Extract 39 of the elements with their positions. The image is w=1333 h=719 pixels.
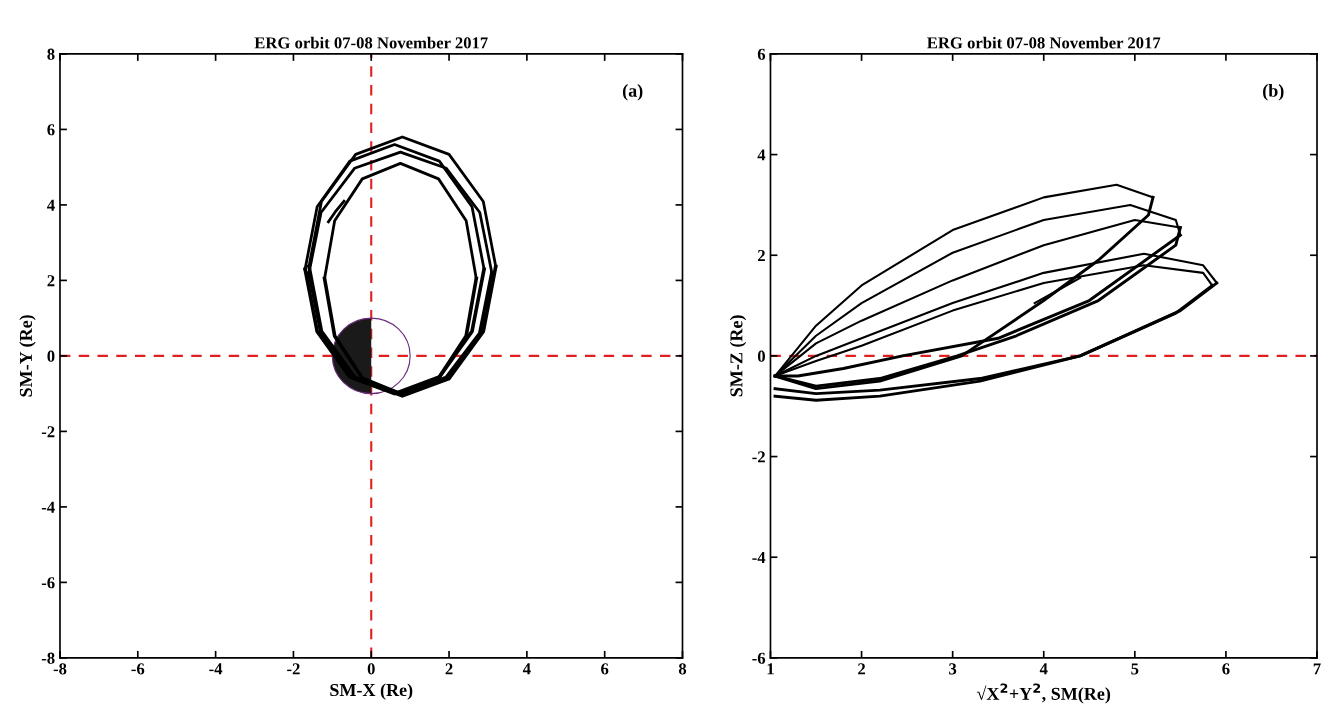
y-tick-label: 4 [47, 199, 55, 211]
y-tick-label: 6 [47, 124, 55, 136]
x-tick-label: 6 [1222, 663, 1230, 675]
y-tick-label: -6 [41, 577, 55, 589]
y-tick-label: 0 [47, 350, 55, 362]
y-tick-label: -4 [41, 501, 55, 513]
x-tick-label: -4 [209, 663, 223, 675]
chart-title: ERG orbit 07-08 November 2017 [254, 36, 488, 49]
x-tick-label: 1 [767, 663, 774, 675]
x-axis-title: SM-X (Re) [330, 683, 413, 700]
x-tick-label: 4 [1039, 663, 1048, 675]
x-tick-label: 4 [522, 663, 531, 675]
y-tick-label: 8 [47, 48, 55, 60]
y-tick-label: 2 [47, 275, 55, 287]
x-tick-label: 3 [949, 663, 957, 675]
x-tick-label: -2 [287, 663, 300, 675]
y-axis-title: SM-Z (Re) [729, 315, 747, 397]
y-tick-label: 2 [757, 249, 765, 262]
x-tick-label: 0 [367, 663, 375, 675]
annotation: (a) [622, 84, 643, 101]
x-axis-title: √X$^{2}$+Y$^{2}$, SM(Re) [976, 683, 1111, 704]
annotation: (b) [1263, 84, 1284, 101]
y-tick-label: 0 [757, 350, 765, 362]
y-tick-label: -6 [752, 652, 766, 664]
chart-title: ERG orbit 07-08 November 2017 [927, 36, 1161, 49]
x-tick-label: 5 [1131, 663, 1139, 675]
x-tick-label: 2 [858, 663, 866, 675]
x-tick-label: 6 [601, 663, 609, 675]
y-tick-label: -2 [752, 451, 765, 463]
x-tick-label: -6 [131, 663, 145, 675]
y-tick-label: 6 [757, 48, 766, 60]
x-tick-label: 2 [445, 663, 453, 675]
y-tick-label: 4 [757, 149, 766, 161]
y-tick-label: -4 [752, 552, 766, 564]
y-axis-title: SM-Y (Re) [19, 315, 36, 397]
y-tick-label: -8 [41, 652, 55, 664]
x-tick-label: 7 [1313, 663, 1321, 675]
y-tick-label: -2 [41, 426, 55, 438]
x-tick-label: 8 [678, 663, 687, 675]
